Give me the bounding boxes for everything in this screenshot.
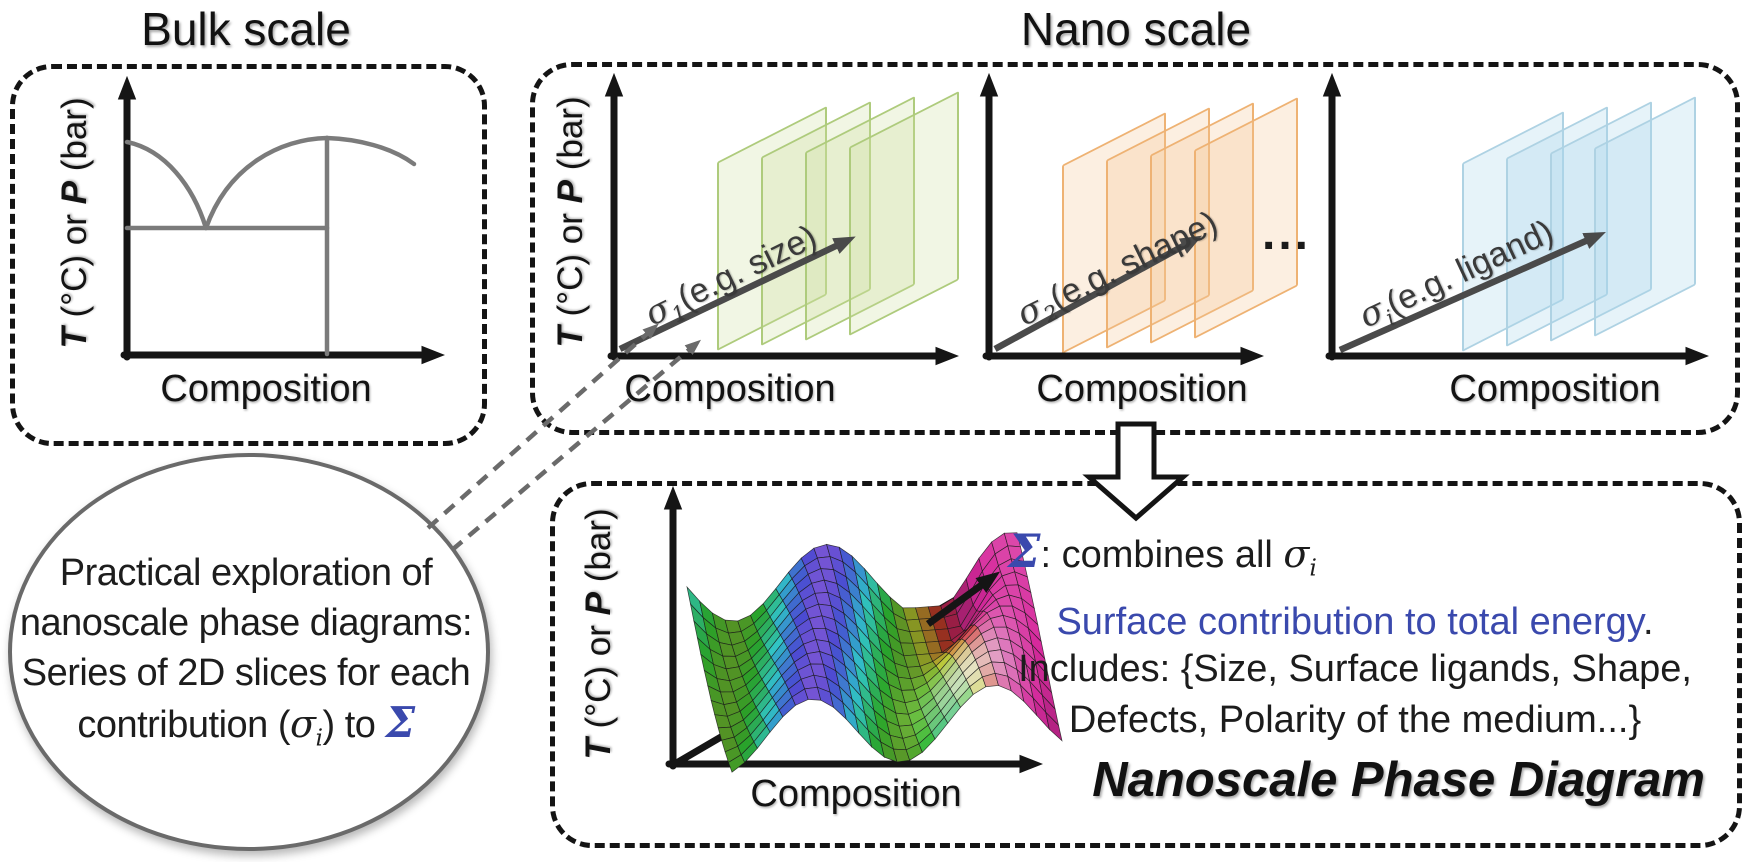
nano2-x-axis-label: Composition: [1036, 368, 1248, 410]
nano-scale-title: Nano scale: [1020, 3, 1252, 55]
bulk-scale-title: Bulk scale: [141, 3, 351, 55]
nano1-y-axis-label: T (°C) or P (bar): [551, 96, 590, 348]
bulk-x-axis-label: Composition: [160, 368, 372, 410]
ellipse-annotation-text: Practical exploration of nanoscale phase…: [14, 548, 478, 763]
ellipse-line-4: contribution (σi) to Σ: [77, 698, 415, 752]
sum-symbol: Σ: [385, 698, 415, 747]
result-y-axis-label: T (°C) or P (bar): [579, 508, 618, 760]
nanoscale-phase-diagram-title: Nanoscale Phase Diagram: [1092, 753, 1705, 807]
nano3-x-axis-label: Composition: [1449, 368, 1661, 410]
result-x-axis-label: Composition: [750, 773, 962, 815]
bulk-y-axis-label: T (°C) or P (bar): [55, 97, 94, 349]
ellipse-line-2: nanoscale phase diagrams:: [19, 602, 473, 644]
nano1-x-axis-label: Composition: [624, 368, 836, 410]
sum-combines-line: Σ: combines all σi: [1008, 524, 1317, 582]
ellipsis-dots: ...: [1262, 207, 1312, 260]
ellipse-line-3: Series of 2D slices for each: [21, 652, 471, 694]
ellipse-line-1: Practical exploration of: [59, 552, 433, 594]
includes-line-1: Includes: {Size, Surface ligands, Shape,: [1018, 648, 1692, 690]
bulk-scale-box: [10, 64, 487, 446]
surface-contribution-line: Surface contribution to total energy.: [1056, 601, 1654, 643]
sum-symbol: Σ: [1008, 524, 1041, 578]
includes-line-2: Defects, Polarity of the medium...}: [1068, 699, 1642, 741]
ellipse-annotation: [8, 453, 490, 851]
